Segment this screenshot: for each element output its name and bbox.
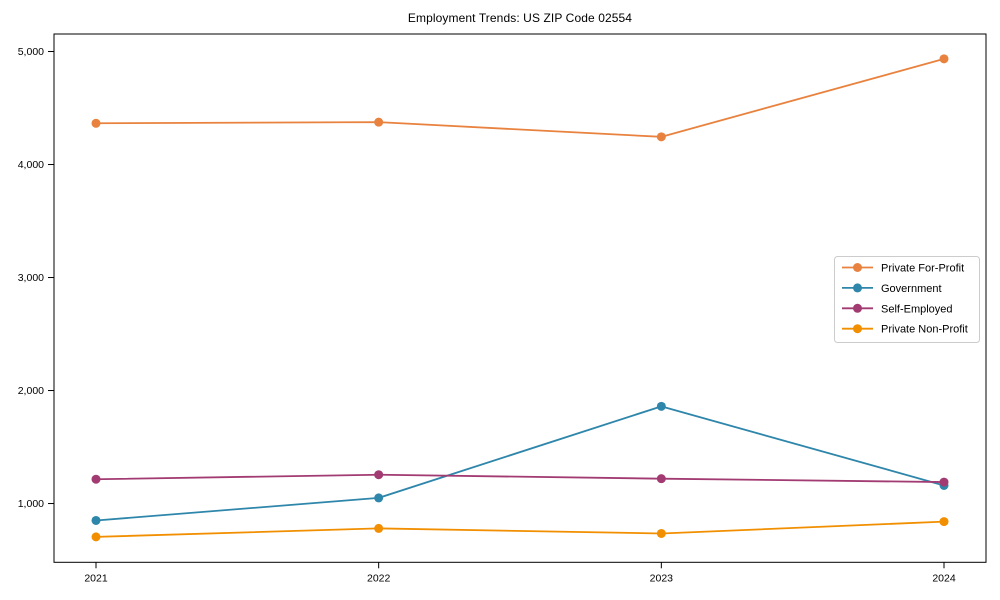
data-point-self-employed-2023 [656, 474, 666, 484]
data-point-private-for-profit-2023 [656, 132, 666, 142]
data-point-private-non-profit-2024 [939, 517, 949, 527]
data-point-self-employed-2024 [939, 477, 949, 487]
y-tick-label: 2,000 [18, 385, 44, 397]
data-point-private-for-profit-2021 [91, 118, 101, 128]
data-point-self-employed-2022 [374, 470, 384, 480]
legend-label-self-employed: Self-Employed [881, 303, 953, 315]
data-point-private-for-profit-2024 [939, 54, 949, 64]
series-line-self-employed [95, 473, 945, 483]
data-point-private-non-profit-2022 [374, 523, 384, 533]
x-tick-label: 2021 [84, 572, 108, 584]
data-point-private-non-profit-2021 [91, 532, 101, 542]
plot-border [53, 33, 987, 563]
data-point-government-2021 [91, 515, 101, 525]
legend-label-government: Government [881, 283, 942, 295]
legend-box [834, 256, 980, 343]
legend-label-private-non-profit: Private Non-Profit [881, 324, 968, 336]
legend-marker-self-employed [853, 303, 862, 313]
series-line-private-for-profit [95, 57, 945, 138]
legend-marker-private-non-profit [853, 324, 862, 334]
data-point-private-non-profit-2023 [656, 528, 666, 538]
legend-label-private-for-profit: Private For-Profit [881, 263, 964, 275]
series-line-private-non-profit [95, 520, 945, 538]
x-tick-label: 2023 [650, 572, 674, 584]
y-tick-label: 1,000 [18, 498, 44, 510]
data-point-government-2022 [374, 493, 384, 503]
y-tick-label: 5,000 [18, 46, 44, 58]
x-tick-label: 2022 [367, 572, 391, 584]
chart-title: Employment Trends: US ZIP Code 02554 [407, 11, 633, 25]
data-point-government-2023 [656, 401, 666, 411]
series-line-government [95, 405, 945, 522]
legend-marker-government [853, 283, 862, 293]
data-point-self-employed-2021 [91, 474, 101, 484]
y-tick-label: 3,000 [18, 272, 44, 284]
y-tick-label: 4,000 [18, 159, 44, 171]
x-tick-label: 2024 [932, 572, 956, 584]
legend-marker-private-for-profit [853, 263, 862, 272]
data-point-private-for-profit-2022 [374, 117, 384, 127]
